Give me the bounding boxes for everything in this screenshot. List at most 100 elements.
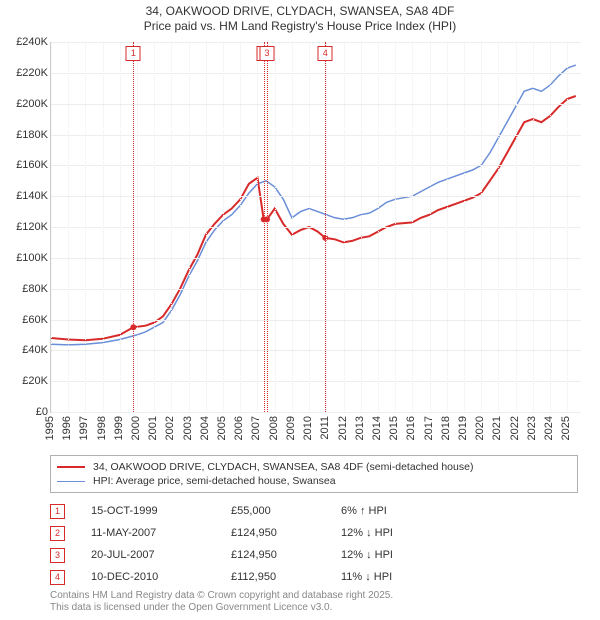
gridline-v [516,42,517,412]
legend-item: 34, OAKWOOD DRIVE, CLYDACH, SWANSEA, SA8… [57,460,571,474]
chart-plot-area: 1234 [50,42,581,413]
x-axis-label: 2009 [285,416,297,440]
chart-subtitle: Price paid vs. HM Land Registry's House … [0,19,600,34]
x-axis-label: 1997 [78,416,90,440]
chart-legend: 34, OAKWOOD DRIVE, CLYDACH, SWANSEA, SA8… [50,455,578,493]
gridline-v [120,42,121,412]
x-axis-label: 2015 [388,416,400,440]
gridline-v [154,42,155,412]
gridline-h [51,320,581,321]
gridline-v [292,42,293,412]
footer-line: This data is licensed under the Open Gov… [50,602,570,614]
gridline-h [51,73,581,74]
gridline-v [240,42,241,412]
transaction-list: 115-OCT-1999£55,0006% ↑ HPI211-MAY-2007£… [50,500,578,588]
x-axis-label: 2011 [319,416,331,440]
gridline-v [103,42,104,412]
y-axis-label: £140K [4,190,48,202]
x-axis-label: 2025 [560,416,572,440]
series-line-price_paid [51,96,576,340]
transaction-price: £124,950 [231,527,341,539]
x-axis-label: 2019 [457,416,469,440]
y-axis-label: £120K [4,221,48,233]
transaction-date: 20-JUL-2007 [91,549,231,561]
x-axis-label: 2012 [337,416,349,440]
transaction-badge: 4 [50,570,65,585]
gridline-v [550,42,551,412]
transaction-price: £55,000 [231,505,341,517]
transaction-date: 15-OCT-1999 [91,505,231,517]
x-axis-label: 2004 [199,416,211,440]
gridline-h [51,42,581,43]
transaction-diff: 6% ↑ HPI [341,505,441,517]
x-axis-label: 1998 [96,416,108,440]
gridline-h [51,289,581,290]
transaction-date: 10-DEC-2010 [91,571,231,583]
gridline-v [85,42,86,412]
gridline-h [51,196,581,197]
x-axis-label: 2016 [405,416,417,440]
x-axis-label: 1999 [113,416,125,440]
legend-swatch [57,481,85,482]
x-axis-label: 2006 [233,416,245,440]
transaction-diff: 12% ↓ HPI [341,527,441,539]
marker-line [133,42,134,412]
gridline-h [51,381,581,382]
transaction-date: 11-MAY-2007 [91,527,231,539]
x-axis-label: 2024 [543,416,555,440]
gridline-v [481,42,482,412]
y-axis-label: £180K [4,129,48,141]
y-axis-label: £200K [4,98,48,110]
legend-item: HPI: Average price, semi-detached house,… [57,474,571,488]
x-axis-label: 2023 [526,416,538,440]
footer-line: Contains HM Land Registry data © Crown c… [50,590,570,602]
gridline-v [206,42,207,412]
x-axis-label: 2008 [268,416,280,440]
gridline-h [51,165,581,166]
y-axis-label: £60K [4,314,48,326]
marker-line [325,42,326,412]
marker-badge: 3 [259,46,274,61]
x-axis-label: 2003 [182,416,194,440]
x-axis-label: 1995 [44,416,56,440]
x-axis-label: 2010 [302,416,314,440]
gridline-v [344,42,345,412]
x-axis-label: 2014 [371,416,383,440]
gridline-v [533,42,534,412]
gridline-v [498,42,499,412]
gridline-h [51,258,581,259]
gridline-v [223,42,224,412]
transaction-price: £124,950 [231,549,341,561]
gridline-h [51,135,581,136]
chart-title-block: 34, OAKWOOD DRIVE, CLYDACH, SWANSEA, SA8… [0,0,600,34]
gridline-v [275,42,276,412]
gridline-v [189,42,190,412]
marker-line [267,42,268,412]
gridline-v [137,42,138,412]
marker-badge: 4 [318,46,333,61]
gridline-v [412,42,413,412]
transaction-row: 3 20-JUL-2007£124,95012% ↓ HPI [50,544,578,566]
gridline-v [257,42,258,412]
gridline-h [51,104,581,105]
gridline-h [51,350,581,351]
marker-badge: 1 [126,46,141,61]
transaction-badge: 3 [50,548,65,563]
x-axis-label: 2020 [474,416,486,440]
y-axis-label: £20K [4,375,48,387]
x-axis-label: 2005 [216,416,228,440]
gridline-v [171,42,172,412]
gridline-v [430,42,431,412]
transaction-badge: 1 [50,504,65,519]
gridline-v [68,42,69,412]
x-axis-label: 2002 [164,416,176,440]
y-axis-label: £100K [4,252,48,264]
x-axis-label: 2022 [509,416,521,440]
gridline-v [326,42,327,412]
transaction-diff: 11% ↓ HPI [341,571,441,583]
transaction-diff: 12% ↓ HPI [341,549,441,561]
series-line-hpi [51,65,576,345]
transaction-price: £112,950 [231,571,341,583]
gridline-v [378,42,379,412]
x-axis-label: 2000 [130,416,142,440]
